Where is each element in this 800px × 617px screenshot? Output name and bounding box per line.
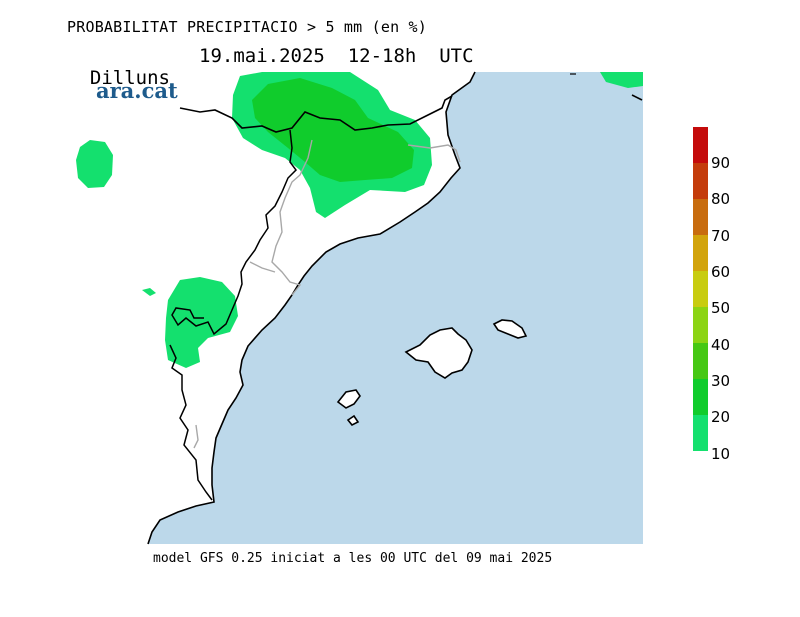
legend-swatch-40	[693, 343, 708, 379]
legend-label-20: 20	[711, 408, 731, 426]
legend-label-40: 40	[711, 336, 731, 354]
model-info: model GFS 0.25 iniciat a les 00 UTC del …	[153, 551, 553, 566]
coastline-north	[631, 94, 643, 101]
legend-swatch-60	[693, 271, 708, 307]
map-subtitle: Dilluns 19.mai.2025 12-18h UTC	[67, 45, 474, 111]
date-range: 19.mai.2025 12-18h UTC	[199, 45, 474, 67]
legend-swatch-70	[693, 235, 708, 271]
region-border-south	[249, 261, 276, 273]
island-menorca	[492, 319, 528, 339]
region-border-catalonia	[271, 139, 313, 296]
legend-swatch-20	[693, 415, 708, 451]
legend-label-30: 30	[711, 372, 731, 390]
border-valencia-west	[169, 344, 213, 501]
legend-swatch-100	[693, 127, 708, 163]
day-label: Dilluns	[89, 67, 170, 89]
region-border-valencia	[193, 424, 199, 449]
legend-label-70: 70	[711, 227, 731, 245]
ara-cat-logo: ara.cat	[96, 78, 178, 103]
island-formentera	[346, 414, 360, 427]
legend-label-90: 90	[711, 154, 731, 172]
legend-label-60: 60	[711, 263, 731, 281]
coastline	[147, 71, 476, 545]
map-title: PROBABILITAT PRECIPITACIO > 5 mm (en %)	[67, 18, 427, 36]
island-ibiza	[336, 389, 361, 409]
legend-colorbar	[693, 127, 708, 451]
prob-area-ne-corner	[600, 72, 643, 88]
border-france-spain	[179, 95, 453, 133]
region-border-inner	[407, 144, 461, 163]
prob-area-west-blob	[76, 140, 113, 188]
prob-area-pyrenees-30	[252, 78, 414, 182]
legend-swatch-50	[693, 307, 708, 343]
border-aragon	[171, 129, 297, 336]
legend-swatch-80	[693, 199, 708, 235]
island-mallorca	[404, 327, 473, 379]
legend-label-80: 80	[711, 190, 731, 208]
legend-swatch-90	[693, 163, 708, 199]
legend-label-50: 50	[711, 299, 731, 317]
prob-area-valencia	[165, 277, 238, 368]
legend-label-10: 10	[711, 445, 731, 463]
prob-area-small-speck	[142, 288, 156, 296]
legend-swatch-30	[693, 379, 708, 415]
